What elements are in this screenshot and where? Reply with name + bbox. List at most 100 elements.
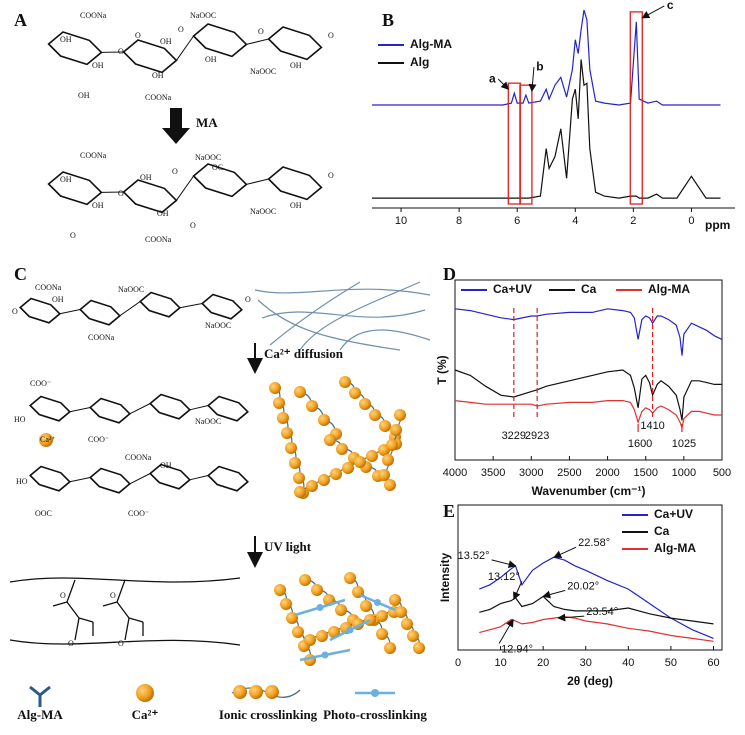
y-axis-label: T (%)	[435, 355, 449, 384]
calcium-ion	[401, 618, 413, 630]
chem-label: COONa	[145, 235, 172, 244]
chem-label: NaOOC	[250, 67, 276, 76]
series-line	[479, 556, 714, 639]
annotation-arrow	[557, 613, 585, 622]
calcium-ion	[335, 604, 347, 616]
chem-label: HO	[14, 415, 26, 424]
chem-label: O	[172, 167, 178, 176]
calcium-ion	[304, 634, 316, 646]
calcium-ion	[269, 382, 281, 394]
calcium-ion	[369, 409, 381, 421]
calcium-ion	[395, 606, 407, 618]
annotation-arrow	[641, 5, 665, 19]
calcium-ion	[289, 457, 301, 469]
calcium-ion	[328, 626, 340, 638]
legend-label: Alg-MA	[17, 707, 63, 722]
x-tick-label: 10	[395, 215, 407, 227]
calcium-ion	[413, 642, 425, 654]
chem-label: NaOOC	[195, 153, 221, 162]
annotation-arrow	[497, 78, 510, 90]
chem-label: OH	[152, 71, 164, 80]
chem-label: NaOOC	[190, 11, 216, 20]
calcium-ion	[336, 443, 348, 455]
chem-label: COONa	[125, 453, 152, 462]
calcium-ion	[280, 598, 292, 610]
calcium-ion	[324, 434, 336, 446]
step-label: Ca²⁺ diffusion	[264, 346, 344, 361]
chem-label: O	[60, 591, 66, 600]
chem-label: NaOOC	[250, 207, 276, 216]
chem-label: O	[68, 639, 74, 648]
chem-label: COONa	[80, 11, 107, 20]
calcium-ion	[384, 642, 396, 654]
x-tick-label: 6	[514, 215, 520, 227]
x-tick-label: 3000	[519, 467, 543, 479]
legend-label: Ca²⁺	[132, 707, 159, 722]
peak-label: 1410	[640, 420, 664, 432]
calcium-ion	[306, 400, 318, 412]
chem-label: OC	[212, 163, 223, 172]
annotation-label: 13.52°	[458, 550, 490, 562]
calcium-ion	[394, 409, 406, 421]
plot-frame	[457, 504, 723, 651]
legend-label: Alg-MA	[410, 37, 452, 51]
annotation-arrow	[491, 559, 517, 569]
highlight-box	[629, 11, 643, 205]
series-line	[372, 9, 721, 106]
legend-ionic-ball	[249, 685, 263, 699]
x-tick-label: 60	[707, 657, 719, 669]
annotation-label: b	[536, 59, 543, 73]
calcium-ion	[342, 462, 354, 474]
chem-label: COONa	[145, 93, 172, 102]
highlight-box	[519, 84, 533, 205]
legend-label: Alg-MA	[648, 282, 690, 296]
glycosidic-bond	[179, 303, 203, 309]
legend-label: Alg-MA	[654, 541, 696, 555]
x-tick-label: 50	[665, 657, 677, 669]
legend-ionic-ball	[233, 685, 247, 699]
calcium-ion	[281, 427, 293, 439]
fibers	[254, 281, 431, 351]
panel-label: A	[14, 10, 27, 30]
series-line	[454, 400, 722, 430]
chem-label: OH	[60, 175, 72, 184]
chem-label: OH	[290, 61, 302, 70]
glycosidic-bond	[129, 473, 151, 485]
chem-label: O	[328, 31, 334, 40]
chem-label: O	[118, 47, 124, 56]
calcium-ion	[376, 610, 388, 622]
chem-label: OH	[92, 201, 104, 210]
chem-label: OH	[290, 201, 302, 210]
reaction-arrow	[162, 108, 190, 144]
chem-label: O	[245, 295, 251, 304]
calcium-ion	[366, 450, 378, 462]
annotation-label: a	[489, 71, 496, 85]
chem-label: OH	[160, 37, 172, 46]
legend-label: Ca+UV	[493, 282, 532, 296]
legend-label: Ionic crosslinking	[219, 707, 318, 722]
calcium-ion	[359, 398, 371, 410]
polymer-backbone	[9, 577, 241, 646]
chem-label: Ca²⁺	[40, 435, 56, 444]
glycosidic-bond	[246, 178, 269, 185]
chem-label: O	[135, 31, 141, 40]
peak-label: 1600	[628, 438, 652, 450]
chem-label: OH	[160, 461, 172, 470]
legend-label: Alg	[410, 55, 429, 69]
chem-label: COO⁻	[128, 509, 149, 518]
annotation-label: 22.58°	[578, 537, 610, 549]
chem-label: COO⁻	[88, 435, 109, 444]
annotation-label: 13.12°	[488, 571, 520, 583]
panel-label: C	[14, 264, 27, 284]
legend-label: Ca	[581, 282, 597, 296]
calcium-ion	[376, 628, 388, 640]
x-tick-label: 4	[572, 215, 578, 227]
chem-label: OH	[157, 209, 169, 218]
chem-label: O	[118, 639, 124, 648]
annotation-label: 12.94°	[501, 643, 533, 655]
calcium-ion	[382, 454, 394, 466]
series-line	[372, 59, 721, 199]
x-tick-label: 30	[580, 657, 592, 669]
chem-label: O	[70, 231, 76, 240]
